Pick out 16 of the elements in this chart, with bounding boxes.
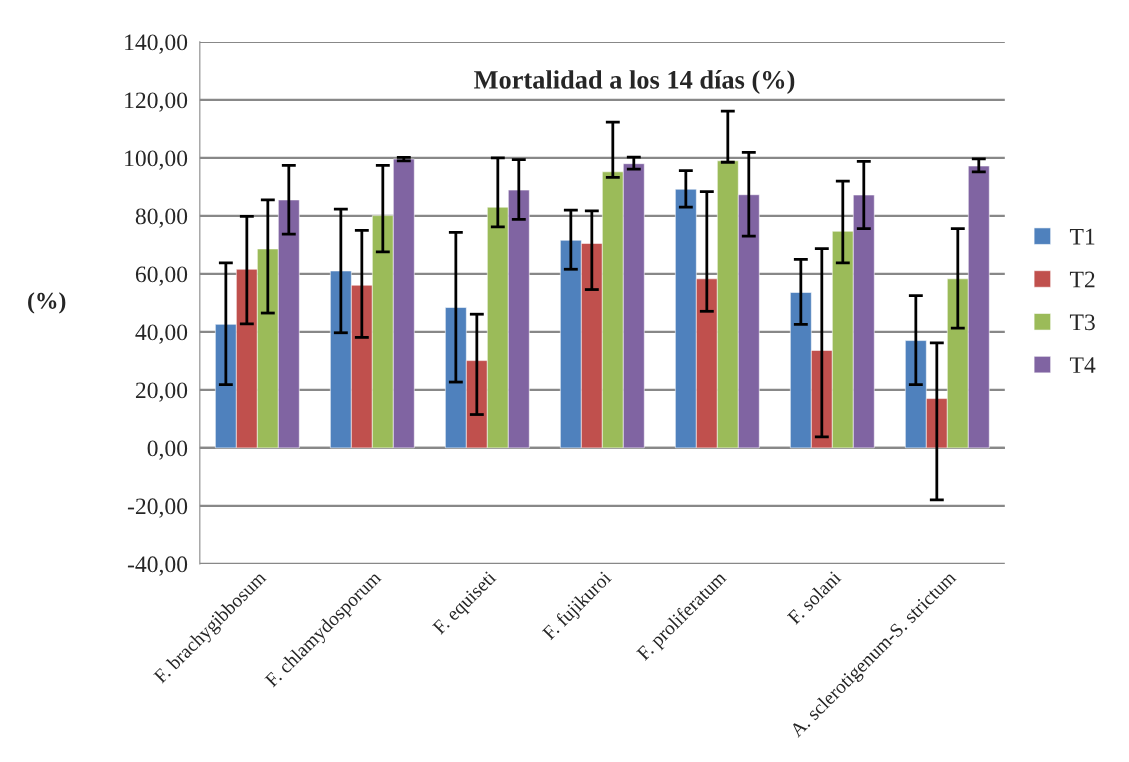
legend-label: T4 (1069, 357, 1096, 373)
legend-label: T1 (1069, 228, 1095, 245)
y-axis-title: (%) (28, 292, 66, 314)
y-tick-label: 80,00 (135, 208, 188, 228)
y-tick-label: 100,00 (125, 150, 188, 170)
legend-label: T3 (1069, 314, 1095, 331)
text: Mortalidad a los 14 días (%) (474, 70, 795, 95)
y-tick-label: 0,00 (147, 440, 188, 460)
y-tick-label: 40,00 (135, 324, 188, 344)
y-tick-label: -20,00 (127, 498, 188, 518)
legend-label: T2 (1069, 271, 1095, 288)
y-tick-label: 20,00 (135, 382, 188, 402)
y-tick-label: -40,00 (127, 556, 188, 576)
y-tick-label: 60,00 (135, 266, 188, 286)
y-tick-label: 120,00 (125, 92, 188, 112)
y-tick-label: 140,00 (125, 34, 188, 54)
